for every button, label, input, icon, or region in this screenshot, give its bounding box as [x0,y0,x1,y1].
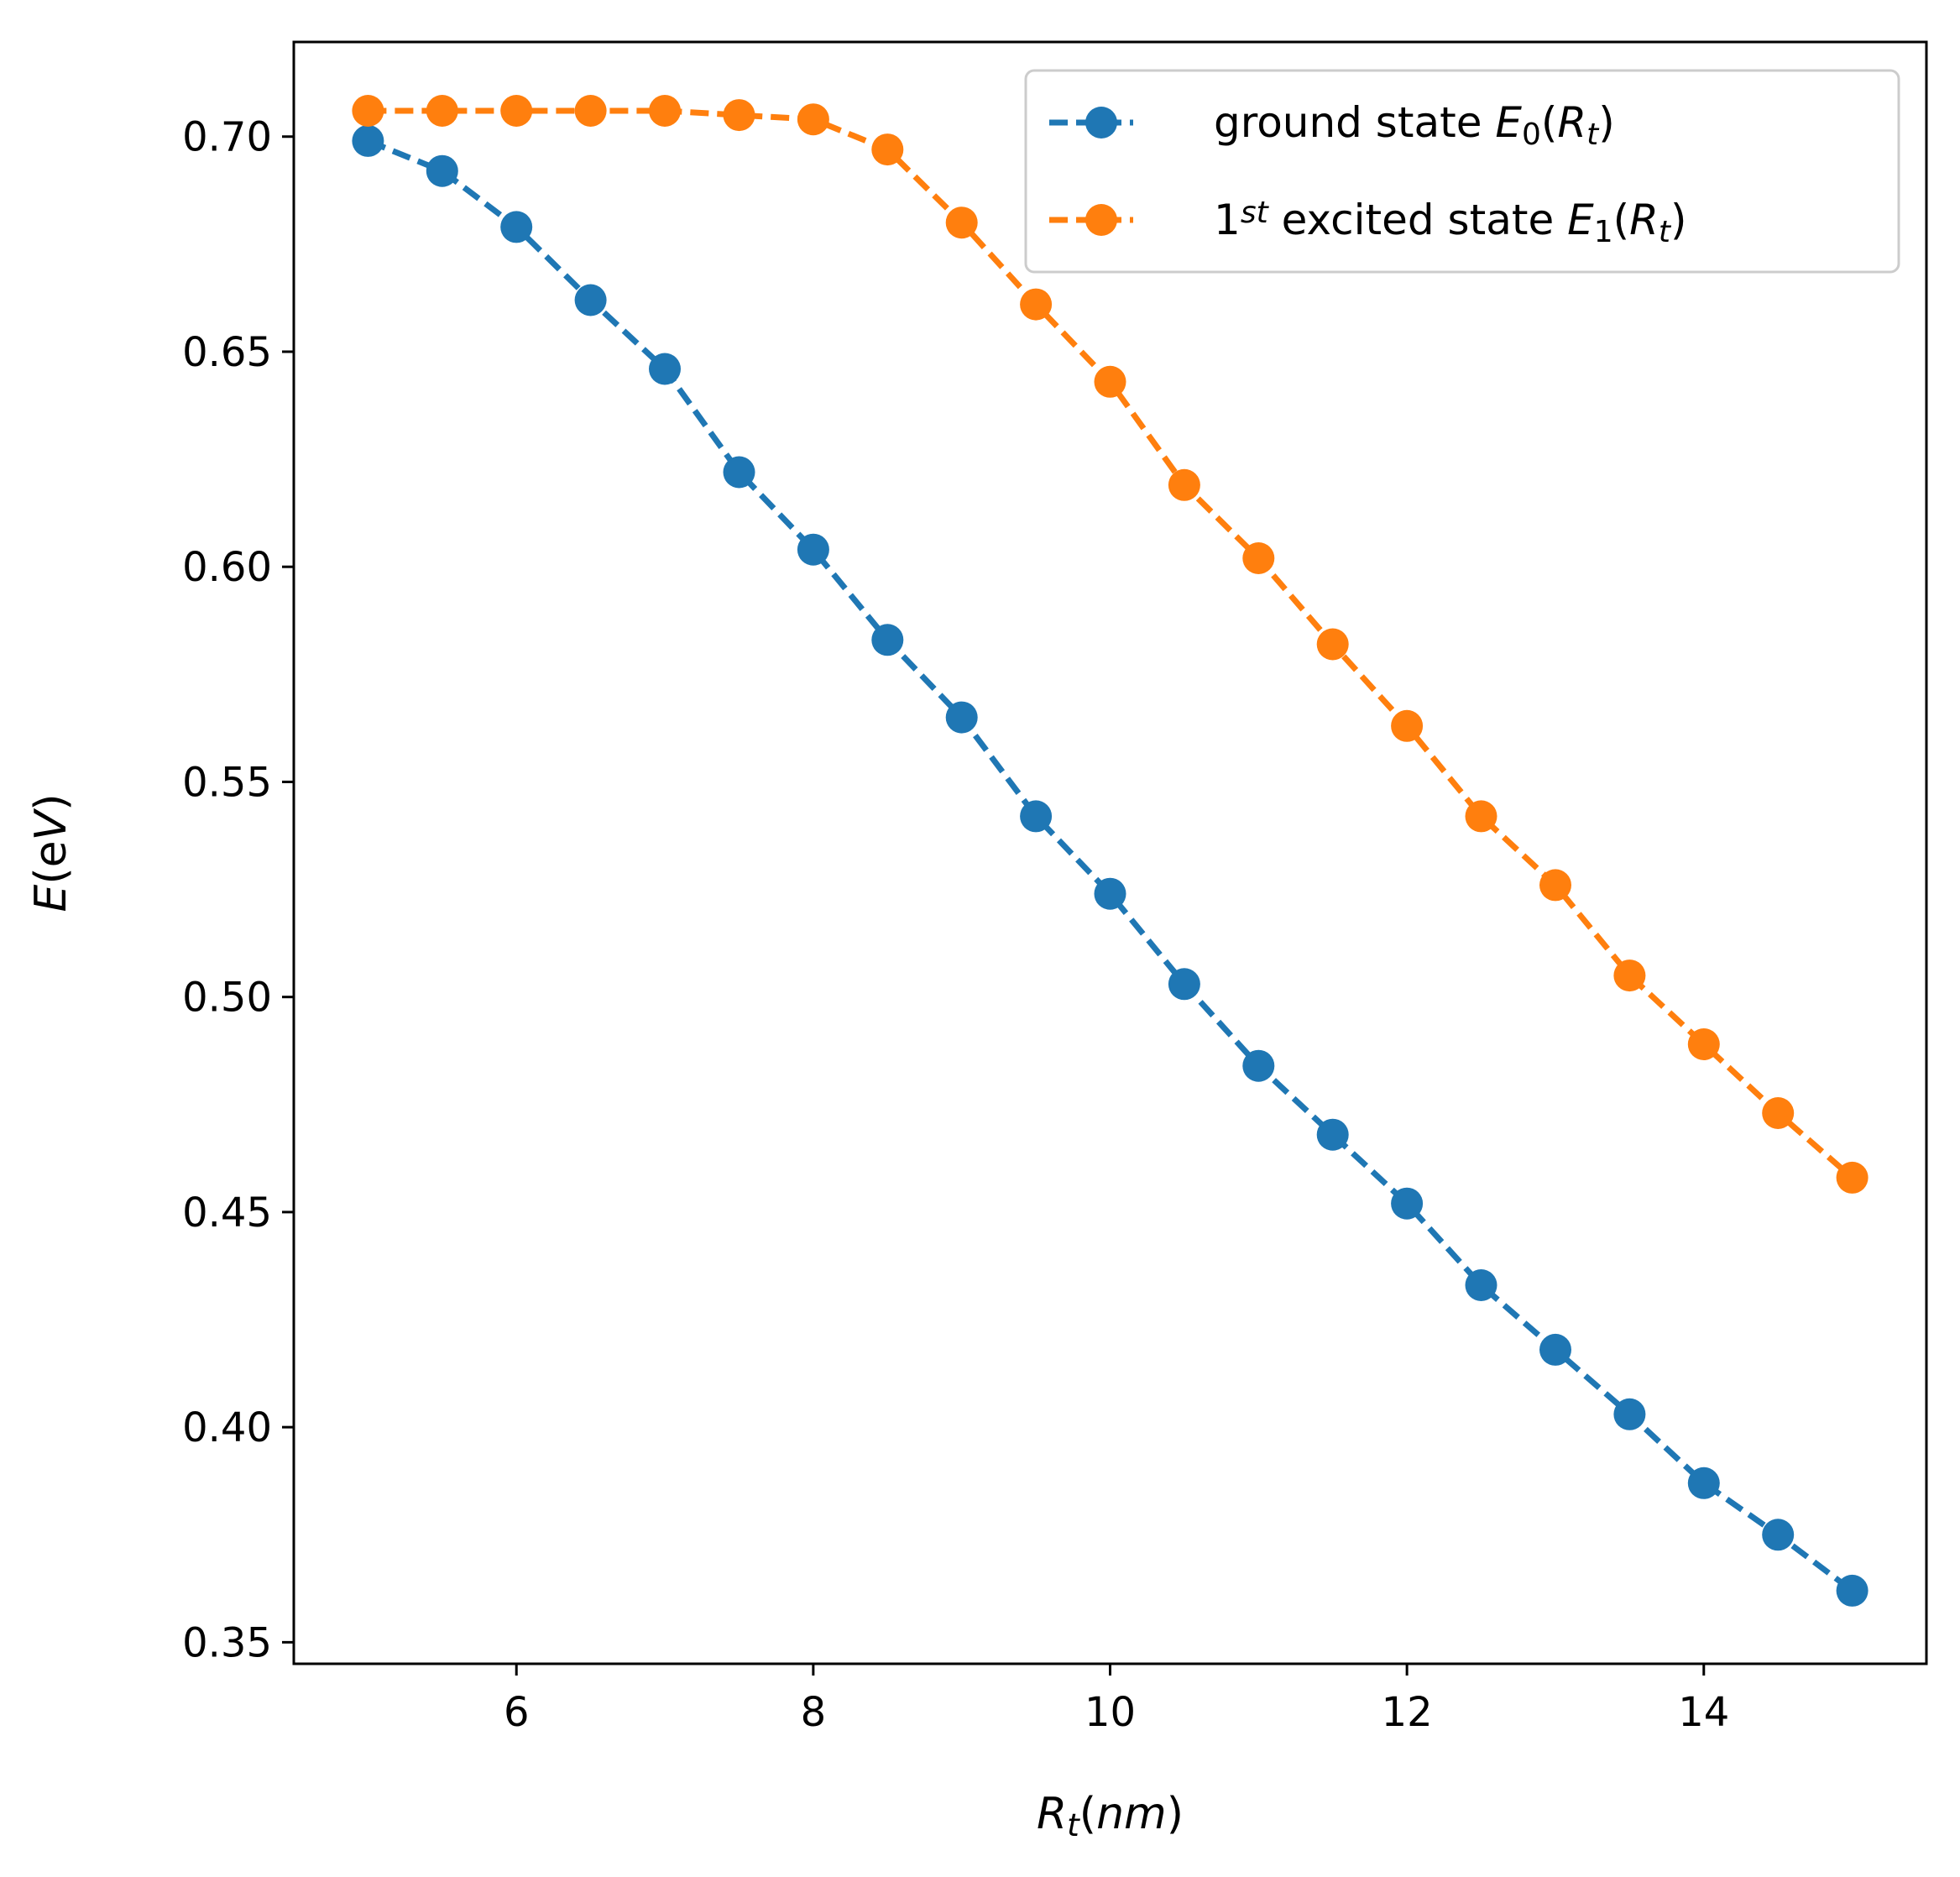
data-point [500,211,533,243]
x-axis-label-part: nm [1096,1789,1167,1839]
data-point [574,284,607,316]
legend-label-part: E [1495,98,1522,147]
legend-label-part: excited state [1268,196,1567,244]
legend-label-part: R [1629,196,1659,244]
x-tick-label: 14 [1678,1689,1729,1736]
y-tick-label: 0.70 [182,114,272,161]
legend-box [1024,69,1900,274]
legend-label-part: t [1586,118,1600,152]
y-tick-label: 0.60 [182,544,272,591]
legend-label-part: R [1557,98,1586,147]
series-line [367,138,1854,1593]
legend-label-part: 1 [1214,196,1241,244]
legend: ground state E0(Rt)1st excited state E1(… [1024,69,1900,274]
y-axis-label-part: ) [26,793,76,810]
data-point [871,624,904,656]
data-point [1465,1269,1497,1301]
y-tick-label: 0.45 [182,1189,272,1237]
data-point [1539,1333,1571,1366]
legend-marker [1085,204,1117,236]
data-point [723,99,755,132]
y-axis-label-part: (e [26,840,76,884]
data-point [1391,709,1424,742]
series-2 [352,95,1869,1194]
x-axis-label-part: R [1037,1789,1067,1839]
x-axis-label-part: t [1067,1806,1080,1843]
y-tick-label: 0.50 [182,975,272,1022]
data-point [1465,800,1497,833]
data-point [1020,288,1053,321]
data-point [1836,1161,1869,1194]
data-point [1391,1187,1424,1220]
y-axis: 0.35 0.40 0.45 0.50 0.55 0.60 0.65 0.70 [182,114,294,1666]
y-tick-label: 0.55 [182,759,272,806]
data-point [574,95,607,127]
y-tick-label: 0.40 [182,1404,272,1451]
data-point [1094,365,1126,398]
data-point [1687,1028,1720,1060]
data-point [1762,1519,1795,1551]
data-point [1242,1049,1275,1082]
legend-label-part: st [1241,196,1270,230]
legend-label-part: ) [1670,196,1687,244]
legend-item-1: ground state E0(Rt) [1049,98,1615,152]
data-point [500,95,533,127]
data-point [1094,877,1126,910]
data-point [797,533,829,566]
legend-label: ground state E0(Rt) [1214,98,1615,152]
legend-label-part: ( [1613,196,1630,244]
legend-label-part: t [1659,215,1672,249]
data-point [1168,468,1200,501]
y-axis-label-part: E [26,885,76,912]
legend-label-part: 0 [1522,118,1541,152]
data-point [945,701,978,734]
data-point [1687,1467,1720,1499]
data-point [1613,959,1646,992]
data-point [1168,968,1200,1001]
y-tick-label: 0.65 [182,329,272,376]
data-point [1020,800,1053,833]
data-point [649,95,681,127]
data-point [1242,542,1275,574]
series-layer [352,95,1869,1607]
x-axis: 6 8 10 12 14 [504,1664,1729,1736]
legend-marker [1085,107,1117,139]
data-point [352,124,384,157]
y-axis-label-part: V [26,808,76,840]
data-point [352,95,384,127]
legend-label-part: 1 [1594,215,1613,249]
legend-label: 1st excited state E1(Rt) [1214,196,1687,249]
x-axis-label-part: ) [1167,1789,1184,1839]
x-tick-label: 10 [1085,1689,1136,1736]
x-tick-label: 12 [1382,1689,1433,1736]
data-point [1316,628,1349,661]
data-point [797,103,829,136]
x-axis-label-part: ( [1079,1789,1096,1839]
x-tick-label: 6 [504,1689,530,1736]
data-point [723,456,755,489]
legend-label-part: ( [1541,98,1558,147]
x-tick-label: 8 [801,1689,827,1736]
series-1 [352,124,1869,1607]
data-point [1539,869,1571,902]
legend-item-2: 1st excited state E1(Rt) [1049,196,1687,249]
data-point [1613,1398,1646,1430]
x-axis-label: Rt(nm) [1037,1789,1184,1843]
data-point [649,353,681,385]
data-point [1836,1574,1869,1607]
data-point [426,95,458,127]
y-axis-label: E(eV) [26,793,76,912]
legend-label-part: ) [1598,98,1615,147]
y-tick-label: 0.35 [182,1619,272,1666]
legend-label-part: E [1567,196,1594,244]
data-point [871,133,904,166]
data-point [945,207,978,239]
data-point [1762,1097,1795,1129]
legend-label-part: ground state [1214,98,1495,147]
data-point [1316,1118,1349,1151]
data-point [426,154,458,187]
